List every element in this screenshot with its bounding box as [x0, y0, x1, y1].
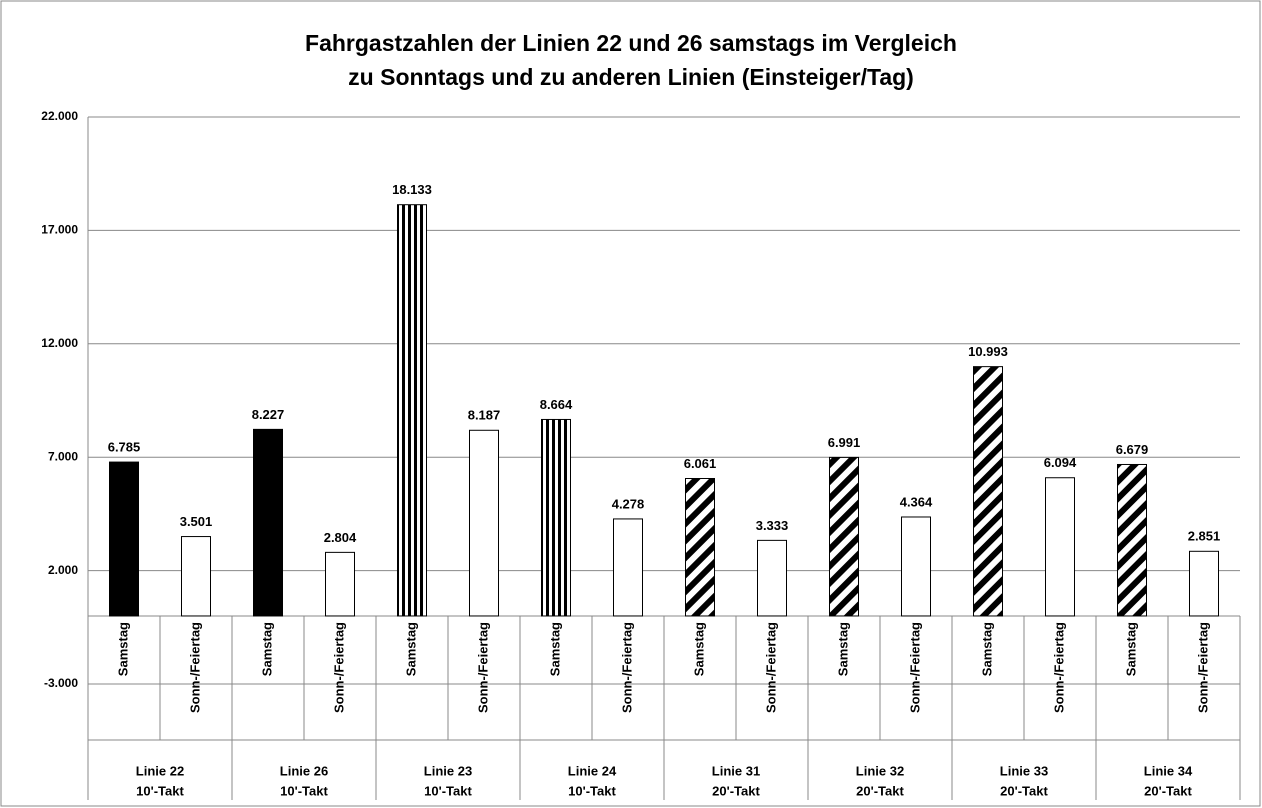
x-tick-label: Samstag	[115, 622, 130, 676]
y-tick-label: 22.000	[41, 109, 78, 123]
value-label: 2.804	[324, 530, 357, 545]
value-label: 18.133	[392, 182, 432, 197]
group-label: Linie 22	[136, 763, 184, 778]
bar	[109, 461, 139, 617]
x-tick-label: Samstag	[547, 622, 562, 676]
value-label: 8.664	[540, 397, 573, 412]
group-label: Linie 34	[1144, 763, 1193, 778]
x-tick-label: Sonn-/Feiertag	[475, 622, 490, 713]
value-label: 2.851	[1188, 529, 1221, 544]
group-label: 10'-Takt	[568, 783, 616, 798]
value-label: 4.278	[612, 496, 645, 511]
bar	[757, 539, 787, 617]
y-tick-label: 7.000	[48, 449, 78, 463]
value-label: 6.094	[1044, 455, 1077, 470]
x-tick-label: Sonn-/Feiertag	[907, 622, 922, 713]
y-tick-label: 17.000	[41, 223, 78, 237]
group-label: Linie 31	[712, 763, 760, 778]
value-label: 8.227	[252, 407, 285, 422]
value-label: 6.061	[684, 456, 717, 471]
y-tick-label: 12.000	[41, 336, 78, 350]
group-label: 20'-Takt	[1144, 783, 1192, 798]
value-label: 6.785	[108, 440, 141, 455]
chart-title: Fahrgastzahlen der Linien 22 und 26 sams…	[305, 30, 957, 56]
value-label: 4.364	[900, 494, 933, 509]
y-tick-label: -3.000	[44, 676, 78, 690]
x-tick-label: Samstag	[691, 622, 706, 676]
bar	[541, 418, 571, 617]
chart-title: zu Sonntags und zu anderen Linien (Einst…	[348, 64, 914, 90]
group-label: 20'-Takt	[856, 783, 904, 798]
bar	[253, 428, 283, 617]
value-label: 6.991	[828, 435, 861, 450]
bar	[829, 456, 859, 617]
group-label: 20'-Takt	[712, 783, 760, 798]
bar	[397, 204, 427, 617]
x-tick-label: Samstag	[259, 622, 274, 676]
group-label: Linie 23	[424, 763, 472, 778]
group-label: 20'-Takt	[1000, 783, 1048, 798]
group-label: 10'-Takt	[424, 783, 472, 798]
bar	[1189, 550, 1219, 617]
bar	[973, 366, 1003, 617]
bar	[181, 536, 211, 617]
bar	[1045, 477, 1075, 617]
value-label: 3.501	[180, 514, 213, 529]
x-tick-label: Samstag	[979, 622, 994, 676]
bar	[325, 551, 355, 617]
bar	[469, 429, 499, 617]
bar	[613, 518, 643, 617]
x-tick-label: Sonn-/Feiertag	[1195, 622, 1210, 713]
bar	[901, 516, 931, 617]
group-label: Linie 24	[568, 763, 617, 778]
value-label: 10.993	[968, 344, 1008, 359]
y-tick-label: 2.000	[48, 563, 78, 577]
group-label: Linie 26	[280, 763, 328, 778]
group-label: Linie 33	[1000, 763, 1048, 778]
value-label: 3.333	[756, 518, 789, 533]
value-label: 8.187	[468, 408, 501, 423]
bar	[685, 477, 715, 617]
bar	[1117, 463, 1147, 617]
group-label: Linie 32	[856, 763, 904, 778]
group-label: 10'-Takt	[280, 783, 328, 798]
value-label: 6.679	[1116, 442, 1149, 457]
x-tick-label: Sonn-/Feiertag	[763, 622, 778, 713]
x-tick-label: Sonn-/Feiertag	[619, 622, 634, 713]
group-label: 10'-Takt	[136, 783, 184, 798]
x-tick-label: Samstag	[1123, 622, 1138, 676]
x-tick-label: Sonn-/Feiertag	[187, 622, 202, 713]
x-tick-label: Sonn-/Feiertag	[1051, 622, 1066, 713]
x-tick-label: Sonn-/Feiertag	[331, 622, 346, 713]
x-tick-label: Samstag	[403, 622, 418, 676]
x-tick-label: Samstag	[835, 622, 850, 676]
